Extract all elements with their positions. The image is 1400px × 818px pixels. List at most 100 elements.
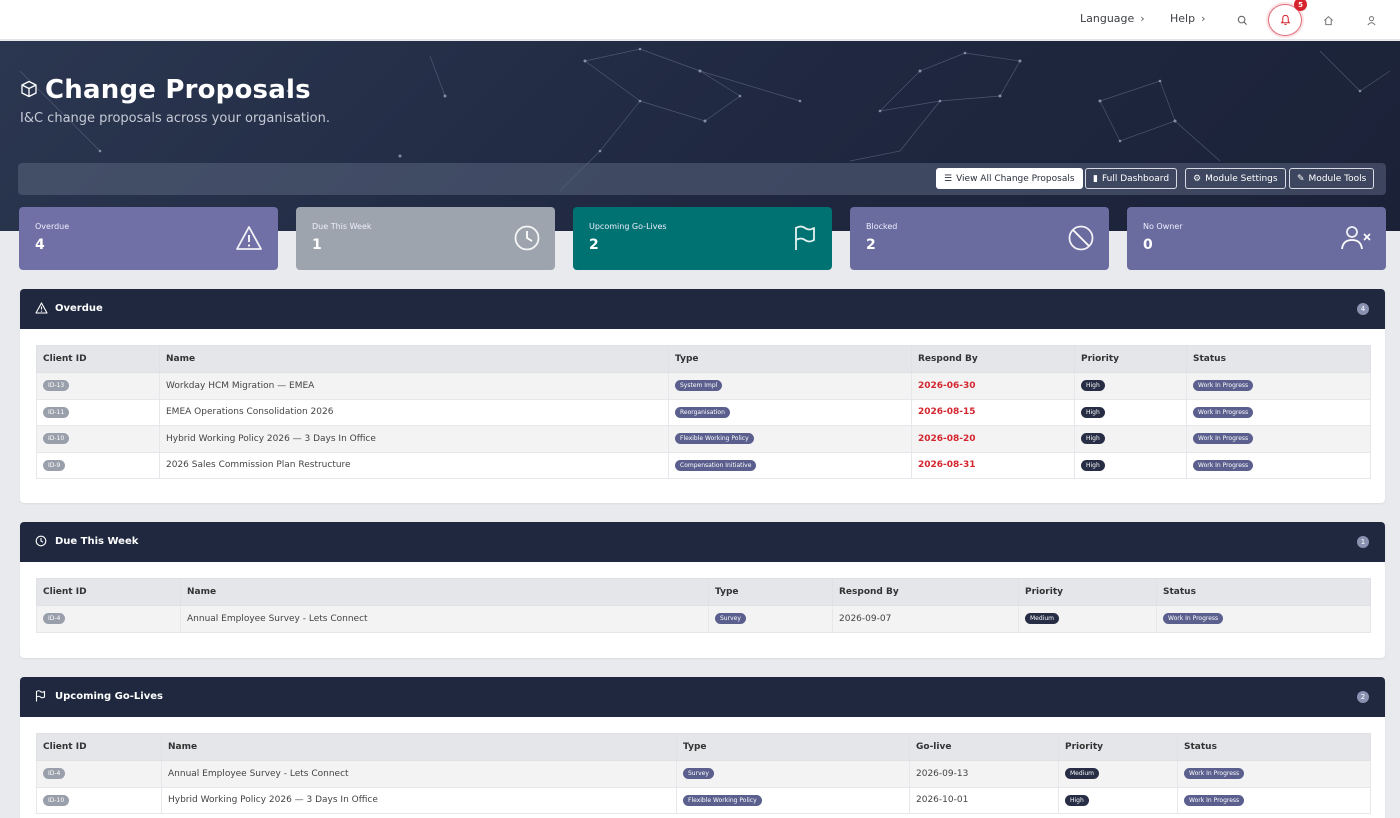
full-dashboard-button[interactable]: ▮ Full Dashboard xyxy=(1085,168,1178,189)
column-header[interactable]: Client ID xyxy=(36,345,160,373)
priority-pill: High xyxy=(1081,433,1105,445)
table-cell: 2026-09-13 xyxy=(909,760,1059,788)
due-this-week-section-header[interactable]: Due This Week 1 xyxy=(20,522,1385,562)
proposal-name[interactable]: 2026 Sales Commission Plan Restructure xyxy=(166,460,351,471)
stat-card-overdue[interactable]: Overdue 4 xyxy=(19,207,278,270)
table-row[interactable]: ID-9 2026 Sales Commission Plan Restructu… xyxy=(36,451,1371,479)
stat-card-blocked[interactable]: Blocked 2 xyxy=(850,207,1109,270)
table-row[interactable]: ID-4 Annual Employee Survey - Lets Connec… xyxy=(36,605,1371,633)
table-cell: Work In Progress xyxy=(1186,425,1371,453)
proposal-name[interactable]: Annual Employee Survey - Lets Connect xyxy=(168,768,349,779)
column-header[interactable]: Priority xyxy=(1058,733,1178,761)
wrench-icon: ✎ xyxy=(1297,173,1305,184)
table-header-row: Client ID Name Type Go-live Priority Status xyxy=(36,733,1371,761)
table-row[interactable]: ID-10 Hybrid Working Policy 2026 — 3 Days… xyxy=(36,425,1371,453)
column-header[interactable]: Client ID xyxy=(36,733,162,761)
status-pill: Work In Progress xyxy=(1193,380,1254,392)
top-navbar: Language › Help › 5 xyxy=(0,0,1400,40)
column-header[interactable]: Status xyxy=(1186,345,1371,373)
column-header[interactable]: Name xyxy=(159,345,669,373)
stat-card-due-this-week[interactable]: Due This Week 1 xyxy=(296,207,555,270)
table-cell: 2026-06-30 xyxy=(911,372,1075,400)
column-header[interactable]: Respond By xyxy=(832,578,1019,606)
view-all-change-proposals-button[interactable]: ☰ View All Change Proposals xyxy=(936,168,1083,189)
search-button[interactable] xyxy=(1230,8,1254,32)
module-tools-button[interactable]: ✎ Module Tools xyxy=(1289,168,1375,189)
bell-icon xyxy=(1280,14,1290,25)
priority-pill: High xyxy=(1081,380,1105,392)
type-pill: Flexible Working Policy xyxy=(675,433,754,445)
clock-icon xyxy=(514,225,540,251)
proposal-name[interactable]: EMEA Operations Consolidation 2026 xyxy=(166,407,334,418)
type-pill: Survey xyxy=(715,613,746,625)
table-cell: Work In Progress xyxy=(1156,605,1371,633)
status-pill: Work In Progress xyxy=(1184,794,1245,806)
column-header[interactable]: Type xyxy=(676,733,910,761)
view-all-label: View All Change Proposals xyxy=(956,173,1075,184)
user-profile-button[interactable] xyxy=(1359,8,1383,32)
column-header[interactable]: Status xyxy=(1177,733,1371,761)
date-cell: 2026-09-07 xyxy=(839,613,892,624)
column-header[interactable]: Priority xyxy=(1074,345,1187,373)
table-row[interactable]: ID-10 Hybrid Working Policy 2026 — 3 Days… xyxy=(36,786,1371,814)
column-header[interactable]: Status xyxy=(1156,578,1371,606)
table-row[interactable]: ID-4 Annual Employee Survey - Lets Connec… xyxy=(36,760,1371,788)
chevron-right-icon: › xyxy=(1140,12,1145,25)
column-header[interactable]: Respond By xyxy=(911,345,1075,373)
stat-value: 2 xyxy=(866,237,876,253)
chevron-right-icon: › xyxy=(1201,12,1206,25)
table-cell: System Impl xyxy=(668,372,912,400)
list-icon: ☰ xyxy=(944,173,953,184)
network-background-graphic xyxy=(19,47,1391,192)
module-settings-button[interactable]: ⚙ Module Settings xyxy=(1185,168,1286,189)
column-header[interactable]: Name xyxy=(161,733,677,761)
column-header[interactable]: Name xyxy=(180,578,709,606)
date-cell: 2026-10-01 xyxy=(916,795,969,806)
proposal-name[interactable]: Workday HCM Migration — EMEA xyxy=(166,380,315,391)
table-row[interactable]: ID-11 EMEA Operations Consolidation 2026 R… xyxy=(36,398,1371,426)
table-row[interactable]: ID-13 Workday HCM Migration — EMEA System … xyxy=(36,372,1371,400)
date-cell: 2026-08-15 xyxy=(918,407,976,418)
table-cell: Hybrid Working Policy 2026 — 3 Days In O… xyxy=(161,786,677,814)
table-cell: ID-9 xyxy=(36,451,160,479)
status-pill: Work In Progress xyxy=(1163,613,1224,625)
proposal-name[interactable]: Hybrid Working Policy 2026 — 3 Days In O… xyxy=(168,795,378,806)
language-menu[interactable]: Language › xyxy=(1080,12,1145,25)
status-pill: Work In Progress xyxy=(1193,433,1254,445)
date-cell: 2026-09-13 xyxy=(916,768,969,779)
table-cell: ID-4 xyxy=(36,760,162,788)
table-cell: Reorganisation xyxy=(668,398,912,426)
column-header[interactable]: Priority xyxy=(1018,578,1157,606)
due-this-week-section: Due This Week 1 Client ID Name Type Respond… xyxy=(20,522,1385,658)
section-count-badge: 4 xyxy=(1357,303,1369,315)
type-pill: Survey xyxy=(683,768,714,780)
proposal-name[interactable]: Annual Employee Survey - Lets Connect xyxy=(187,613,368,624)
table-cell: Flexible Working Policy xyxy=(668,425,912,453)
proposal-name[interactable]: Hybrid Working Policy 2026 — 3 Days In O… xyxy=(166,433,376,444)
column-header[interactable]: Type xyxy=(668,345,912,373)
stat-label: Overdue xyxy=(35,222,70,231)
table-cell: High xyxy=(1074,398,1187,426)
overdue-section-header[interactable]: Overdue 4 xyxy=(20,289,1385,329)
column-header[interactable]: Type xyxy=(708,578,833,606)
help-menu[interactable]: Help › xyxy=(1170,12,1205,25)
column-header[interactable]: Client ID xyxy=(36,578,181,606)
column-header[interactable]: Go-live xyxy=(909,733,1059,761)
blocked-icon xyxy=(1068,225,1094,251)
stat-value: 4 xyxy=(35,237,45,253)
table-cell: 2026-08-20 xyxy=(911,425,1075,453)
page-title: Change Proposals xyxy=(45,75,311,105)
priority-pill: High xyxy=(1065,794,1089,806)
table-cell: 2026-08-15 xyxy=(911,398,1075,426)
stat-label: Upcoming Go-Lives xyxy=(589,222,667,231)
client-id-pill: ID-10 xyxy=(43,794,70,806)
stat-card-upcoming-go-lives[interactable]: Upcoming Go-Lives 2 xyxy=(573,207,832,270)
cube-icon xyxy=(21,80,37,98)
table-header-row: Client ID Name Type Respond By Priority Statu… xyxy=(36,578,1371,606)
stat-card-no-owner[interactable]: No Owner 0 xyxy=(1127,207,1386,270)
status-pill: Work In Progress xyxy=(1193,459,1254,471)
help-label: Help xyxy=(1170,12,1196,25)
upcoming-go-lives-section-header[interactable]: Upcoming Go-Lives 2 xyxy=(20,677,1385,717)
home-button[interactable] xyxy=(1316,8,1340,32)
table-cell: 2026-10-01 xyxy=(909,786,1059,814)
